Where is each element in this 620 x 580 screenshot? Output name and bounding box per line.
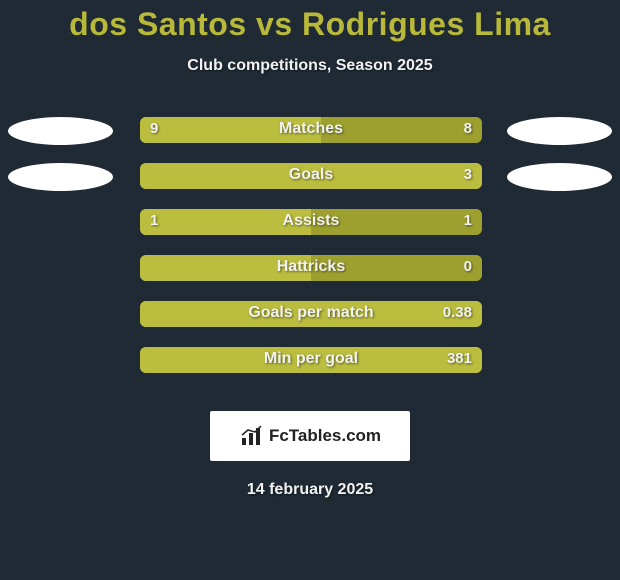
stat-bar: Goals3 xyxy=(140,163,482,189)
stat-value-left: 1 xyxy=(150,212,158,229)
stat-label: Assists xyxy=(140,212,482,230)
stat-label: Goals xyxy=(140,166,482,184)
comparison-infographic: dos Santos vs Rodrigues Lima Club compet… xyxy=(0,0,620,580)
player-right-oval xyxy=(507,117,612,145)
logo: FcTables.com xyxy=(239,424,381,448)
stat-value-right: 3 xyxy=(464,166,472,183)
stats-area: Matches9 8 Goals3 Assists1 1 Hattricks0 Goals … xyxy=(0,117,620,393)
stat-label: Hattricks xyxy=(140,258,482,276)
logo-box: FcTables.com xyxy=(210,411,410,461)
player-right-oval xyxy=(507,163,612,191)
logo-text: FcTables.com xyxy=(269,426,381,446)
stat-bar: Goals per match0.38 xyxy=(140,301,482,327)
stat-value-right: 1 xyxy=(464,212,472,229)
stat-value-right: 8 xyxy=(464,120,472,137)
stat-row: Matches9 8 xyxy=(0,117,620,163)
stat-bar: Matches9 8 xyxy=(140,117,482,143)
player-left-oval xyxy=(8,117,113,145)
stat-bar: Min per goal381 xyxy=(140,347,482,373)
player-left-oval xyxy=(8,163,113,191)
stat-label: Matches xyxy=(140,120,482,138)
bars-icon xyxy=(239,424,263,448)
stat-label: Goals per match xyxy=(140,304,482,322)
stat-value-right: 0.38 xyxy=(443,304,472,321)
page-title: dos Santos vs Rodrigues Lima xyxy=(0,0,620,43)
stat-value-right: 381 xyxy=(447,350,472,367)
stat-value-left: 9 xyxy=(150,120,158,137)
stat-bar: Hattricks0 xyxy=(140,255,482,281)
stat-row: Goals per match0.38 xyxy=(0,301,620,347)
stat-row: Assists1 1 xyxy=(0,209,620,255)
stat-value-right: 0 xyxy=(464,258,472,275)
page-subtitle: Club competitions, Season 2025 xyxy=(0,57,620,75)
stat-row: Hattricks0 xyxy=(0,255,620,301)
stat-row: Goals3 xyxy=(0,163,620,209)
stat-row: Min per goal381 xyxy=(0,347,620,393)
stat-label: Min per goal xyxy=(140,350,482,368)
date-label: 14 february 2025 xyxy=(0,481,620,499)
stat-bar: Assists1 1 xyxy=(140,209,482,235)
